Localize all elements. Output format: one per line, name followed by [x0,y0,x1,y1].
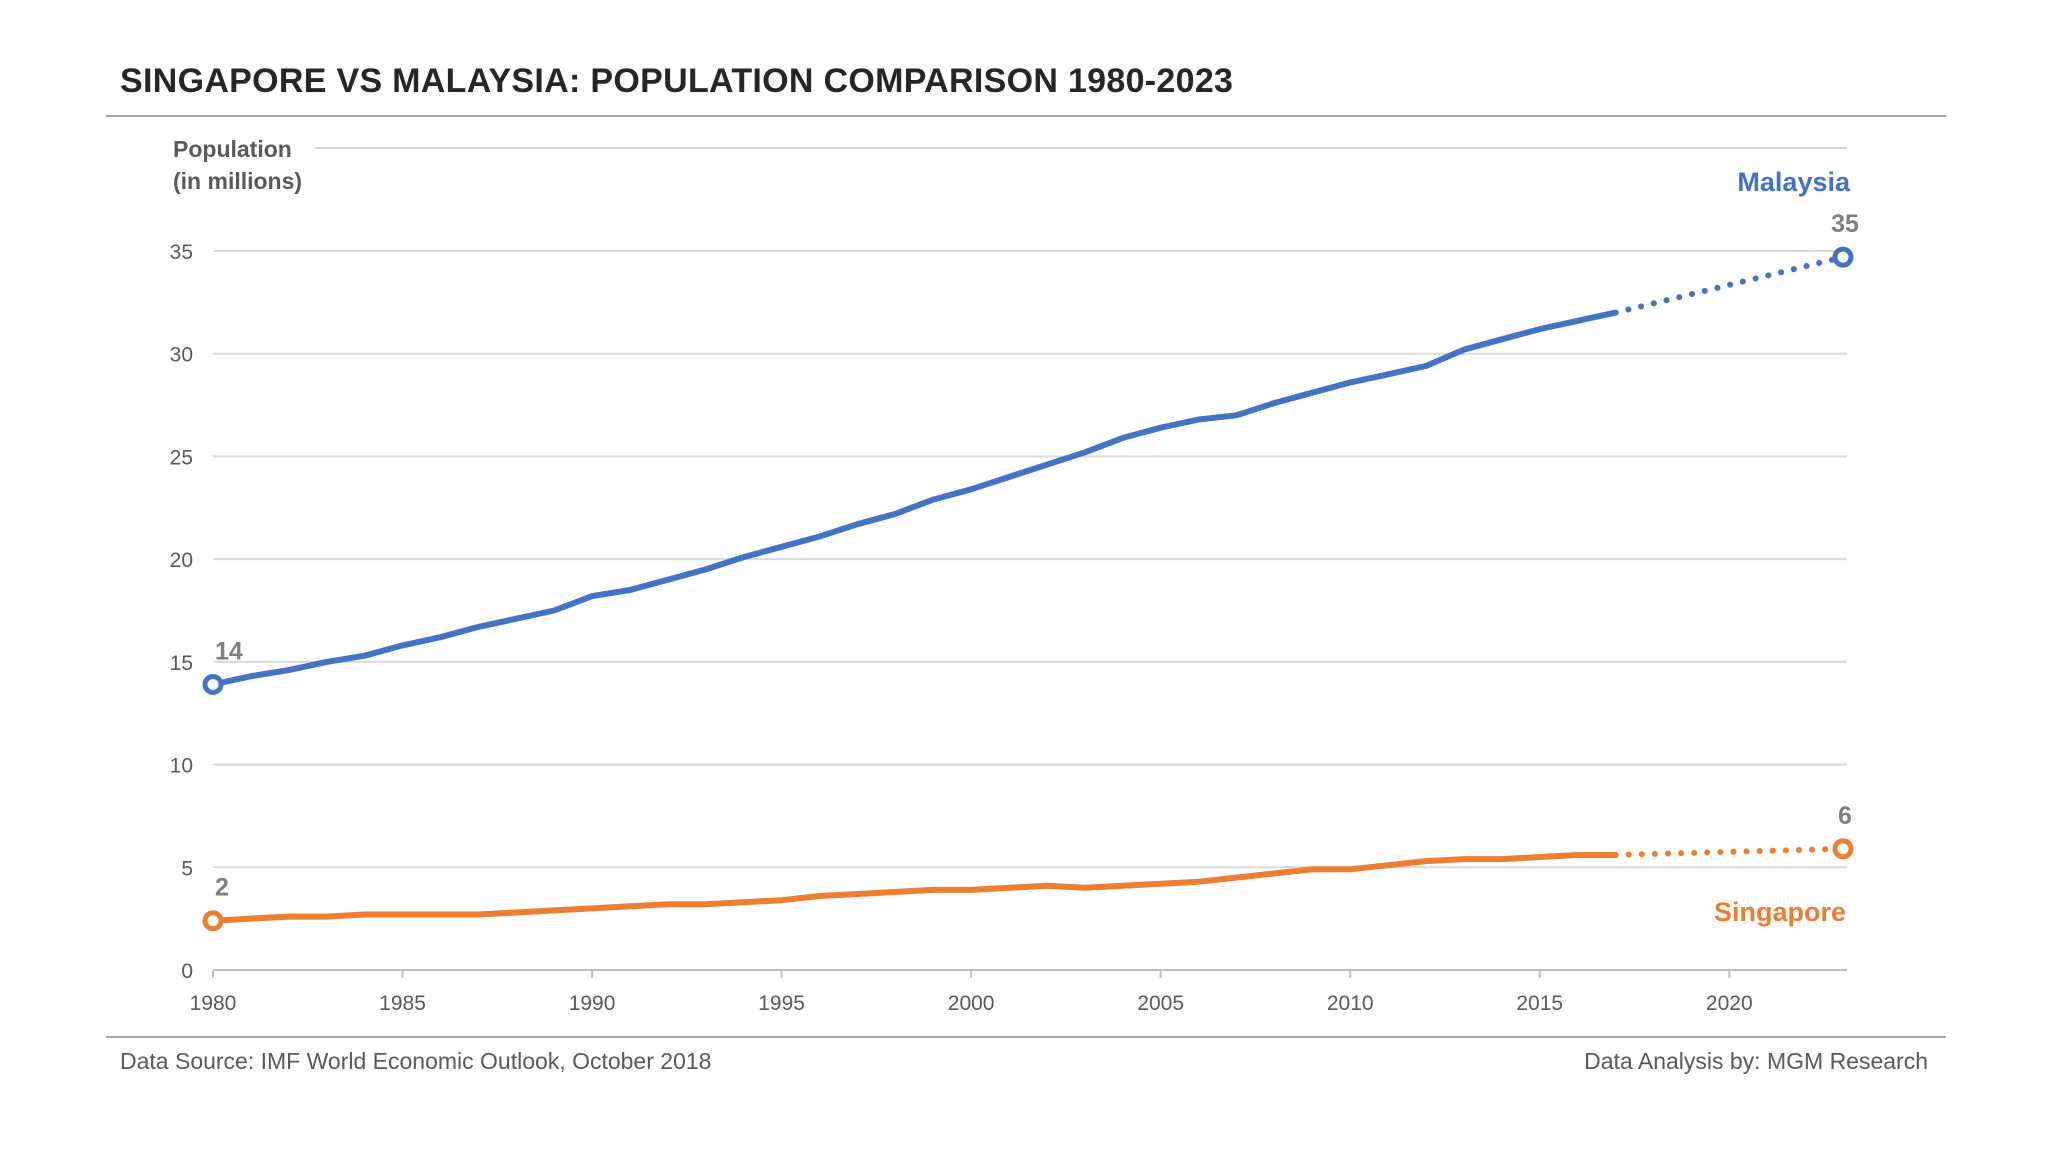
y-axis-title-line: (in millions) [173,168,302,194]
singapore-series-label: Singapore [1714,897,1846,927]
x-tick-label: 2015 [1516,992,1563,1015]
malaysia-start-marker [202,673,224,695]
footer-divider [106,1036,1946,1038]
x-tick-label: 2000 [948,992,995,1015]
malaysia-series-line [210,309,1619,688]
y-tick-label: 30 [170,344,193,367]
x-tick-label: 1990 [569,992,616,1015]
x-tick-label: 2020 [1706,992,1753,1015]
data-source-note: Data Source: IMF World Economic Outlook,… [120,1048,712,1074]
malaysia-end-marker [1832,246,1854,268]
y-tick-label: 25 [170,446,193,469]
y-tick-label: 0 [181,960,193,983]
y-tick-label: 35 [170,241,193,264]
singapore-end-value-label: 6 [1838,802,1852,830]
x-tick-label: 2010 [1327,992,1374,1015]
data-analysis-credit: Data Analysis by: MGM Research [1584,1048,1928,1074]
title-divider [106,115,1946,117]
y-tick-label: 20 [170,549,193,572]
malaysia-start-value-label: 14 [215,637,243,665]
singapore-start-marker [202,910,224,932]
y-tick-label: 15 [170,652,193,675]
chart-title: SINGAPORE VS MALAYSIA: POPULATION COMPAR… [120,62,1234,100]
malaysia-series-label: Malaysia [1737,167,1851,197]
x-tick-label: 1980 [190,992,237,1015]
singapore-end-marker [1832,838,1854,860]
x-tick-label: 2005 [1137,992,1184,1015]
singapore-projection-line [1612,845,1846,858]
y-axis-title-line: Population [173,136,292,162]
x-tick-label: 1995 [758,992,805,1015]
x-tick-label: 1985 [379,992,426,1015]
y-tick-label: 10 [170,755,193,778]
y-tick-label: 5 [181,857,193,880]
malaysia-projection-line [1612,254,1846,316]
singapore-series-line [210,852,1619,924]
singapore-start-value-label: 2 [215,874,229,902]
malaysia-end-value-label: 35 [1831,210,1859,238]
